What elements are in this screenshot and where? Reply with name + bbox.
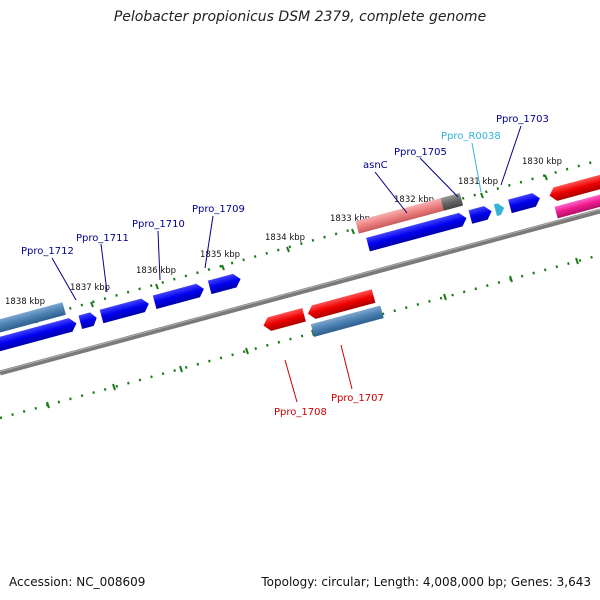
gene-track-inner	[262, 289, 384, 337]
gene-forward-arrow[interactable]	[0, 317, 78, 353]
gene-forward-arrow[interactable]	[207, 272, 243, 295]
tick-labels: 1838 kbp 1837 kbp 1836 kbp 1835 kbp 1834…	[5, 157, 562, 307]
gene-feature-magenta[interactable]	[554, 191, 600, 219]
gene-forward-arrow[interactable]	[99, 297, 151, 324]
gene-label-ppro-1708[interactable]: Ppro_1708	[274, 407, 327, 418]
gene-reverse-arrow[interactable]	[548, 174, 600, 203]
gene-forward-arrow[interactable]	[78, 311, 98, 330]
genome-backbone	[0, 208, 600, 376]
gene-feature-asnC[interactable]	[355, 198, 444, 234]
rna-feature-arrow[interactable]	[493, 202, 506, 217]
genome-summary: Topology: circular; Length: 4,008,000 bp…	[261, 575, 591, 589]
gene-label-ppro-1711[interactable]: Ppro_1711	[76, 233, 129, 244]
gene-label-ppro-1703[interactable]: Ppro_1703	[496, 114, 549, 125]
tick-label: 1837 kbp	[70, 283, 110, 293]
gene-forward-arrow[interactable]	[468, 205, 494, 224]
gene-reverse-arrow[interactable]	[306, 289, 376, 320]
gene-track-outer	[0, 174, 600, 353]
inner-tick-track	[0, 253, 600, 420]
major-ticks-outer	[34, 174, 548, 324]
tick-label: 1838 kbp	[5, 297, 45, 307]
gene-label-ppro-r0038[interactable]: Ppro_R0038	[441, 131, 501, 142]
gene-feature-steel[interactable]	[310, 305, 384, 337]
gene-forward-arrow[interactable]	[152, 282, 206, 309]
backbone-highlight	[0, 209, 600, 372]
tick-label: 1834 kbp	[265, 233, 305, 243]
gene-label-ppro-1710[interactable]: Ppro_1710	[132, 219, 185, 230]
gene-label-asnc[interactable]: asnC	[363, 160, 388, 171]
map-title: Pelobacter propionicus DSM 2379, complet…	[113, 9, 487, 25]
gene-label-ppro-1709[interactable]: Ppro_1709	[192, 204, 245, 215]
gene-label-ppro-1712[interactable]: Ppro_1712	[21, 246, 74, 257]
tick-label: 1831 kbp	[458, 177, 498, 187]
major-ticks-inner	[46, 257, 579, 409]
tick-label: 1832 kbp	[394, 195, 434, 205]
tick-label: 1835 kbp	[200, 250, 240, 260]
tick-label: 1836 kbp	[136, 266, 176, 276]
feature-labels: Ppro_1712 Ppro_1711 Ppro_1710 Ppro_1709 …	[21, 114, 549, 418]
label-leaders	[51, 125, 522, 403]
gene-forward-arrow[interactable]	[508, 192, 542, 214]
outer-tick-track	[0, 158, 600, 330]
gene-feature-steel[interactable]	[0, 302, 66, 336]
gene-feature-grey[interactable]	[440, 192, 464, 211]
tick-label: 1833 kbp	[330, 214, 370, 224]
gene-forward-arrow[interactable]	[366, 211, 468, 252]
accession-text: Accession: NC_008609	[9, 575, 146, 589]
tick-label: 1830 kbp	[522, 157, 562, 167]
gene-reverse-arrow[interactable]	[262, 307, 306, 332]
gene-label-ppro-1707[interactable]: Ppro_1707	[331, 393, 384, 404]
gene-label-ppro-1705[interactable]: Ppro_1705	[394, 147, 447, 158]
